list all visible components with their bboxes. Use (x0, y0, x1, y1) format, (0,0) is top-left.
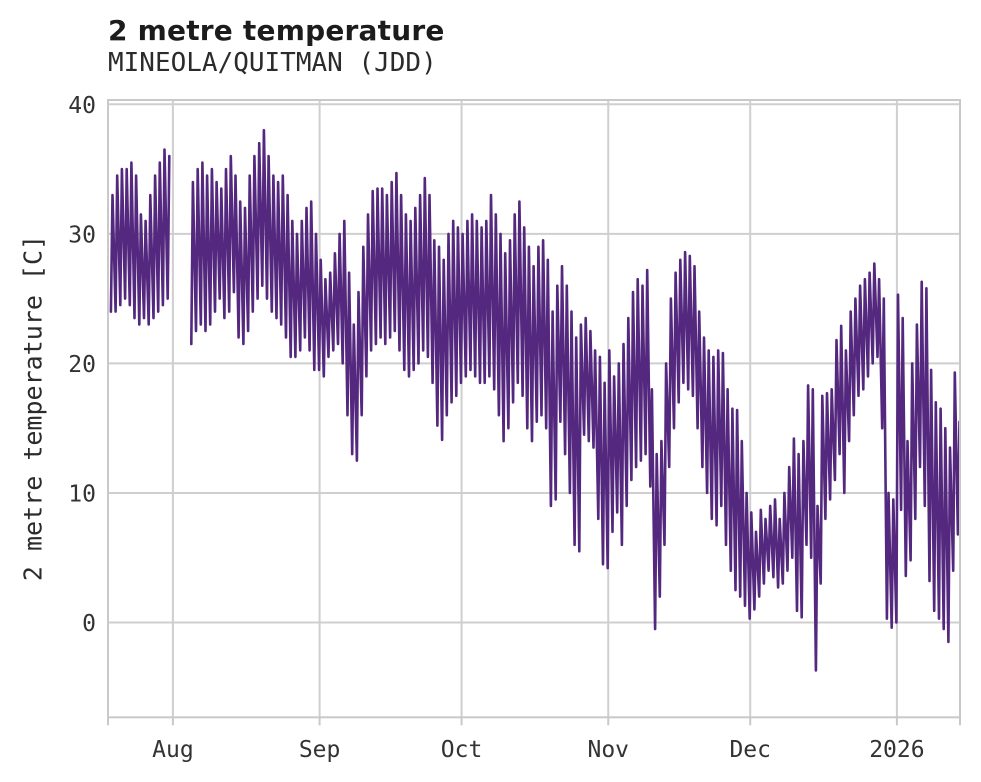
x-tick-label: Sep (299, 737, 341, 763)
plot-frame (107, 99, 961, 719)
x-tick-label: Dec (729, 737, 771, 763)
y-tick-label: 30 (68, 222, 96, 248)
chart-subtitle: MINEOLA/QUITMAN (JDD) (108, 48, 437, 78)
y-tick-label: 20 (68, 352, 96, 378)
y-tick-label: 0 (82, 611, 96, 637)
y-tick-label: 40 (68, 93, 96, 119)
x-tick-label: 2026 (869, 737, 924, 763)
temperature-line (109, 128, 961, 672)
y-axis-label: 2 metre temperature [C] (18, 234, 48, 582)
x-tick-label: Nov (587, 737, 629, 763)
chart-title: 2 metre temperature (108, 14, 445, 47)
y-tick-label: 10 (68, 481, 96, 507)
x-tick-label: Oct (441, 737, 483, 763)
x-tick-label: Aug (152, 737, 194, 763)
